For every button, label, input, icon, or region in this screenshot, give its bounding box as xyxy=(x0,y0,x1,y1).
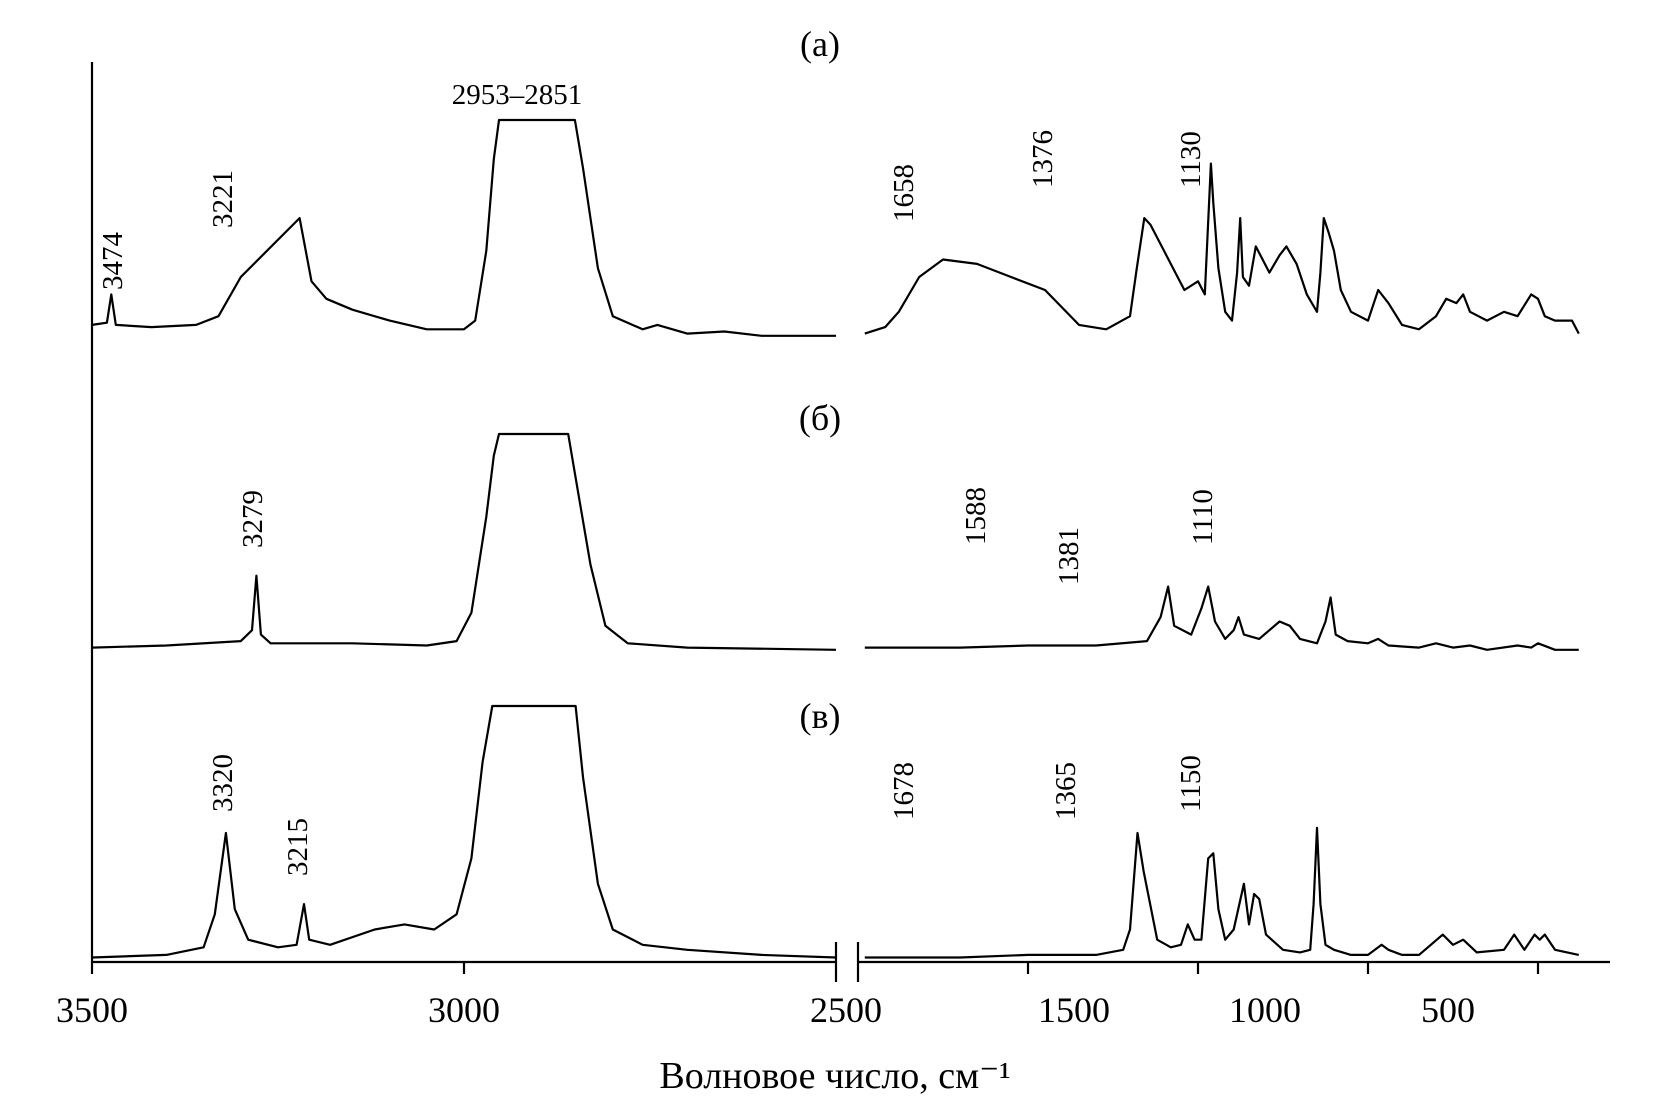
peak-label: 3320 xyxy=(207,754,239,812)
spectrum-line-3-right xyxy=(864,826,1580,959)
spectrum-traces xyxy=(91,118,1580,959)
peak-label: 1376 xyxy=(1027,130,1059,188)
axes xyxy=(90,62,1610,982)
x-tick-label: 500 xyxy=(1421,990,1475,1030)
peak-label: 1110 xyxy=(1187,489,1219,545)
peak-label: 1365 xyxy=(1050,762,1082,820)
x-axis-label: Волновое число, см⁻¹ xyxy=(659,1055,1010,1097)
x-tick-label: 1000 xyxy=(1229,990,1301,1030)
peak-label: 1588 xyxy=(960,487,992,545)
x-tick-label: 2500 xyxy=(810,990,882,1030)
spectrum-line-1-left xyxy=(91,118,836,337)
peak-label: 1130 xyxy=(1175,131,1207,188)
peak-label: 3474 xyxy=(97,232,129,291)
peak-label: 3221 xyxy=(207,170,239,228)
panel-label: (а) xyxy=(800,24,840,64)
peak-label: 3279 xyxy=(237,490,269,548)
peak-annotations: 3474 3221 2953–2851 1658 1376 1130 3279 1588 138… xyxy=(97,79,1219,876)
panel-label: (б) xyxy=(799,398,841,438)
panel-labels: (а) (б) (в) xyxy=(799,24,841,736)
spectrum-line-2-left xyxy=(91,432,837,651)
x-tick-label: 1500 xyxy=(1038,990,1110,1030)
x-tick-label: 3000 xyxy=(428,990,500,1030)
peak-label: 1150 xyxy=(1175,755,1207,812)
peak-label: 2953–2851 xyxy=(452,79,583,111)
spectrum-line-1-right xyxy=(864,162,1580,335)
peak-label: 1678 xyxy=(888,762,920,820)
x-tick-labels: 3500 3000 2500 1500 1000 500 xyxy=(56,990,1475,1030)
peak-label: 1381 xyxy=(1053,527,1085,585)
panel-label: (в) xyxy=(800,696,841,736)
x-tick-label: 3500 xyxy=(56,990,128,1030)
spectrum-line-3-left xyxy=(91,704,837,959)
spectrum-line-2-right xyxy=(864,585,1579,651)
peak-label: 1658 xyxy=(888,164,920,222)
peak-label: 3215 xyxy=(282,818,314,876)
